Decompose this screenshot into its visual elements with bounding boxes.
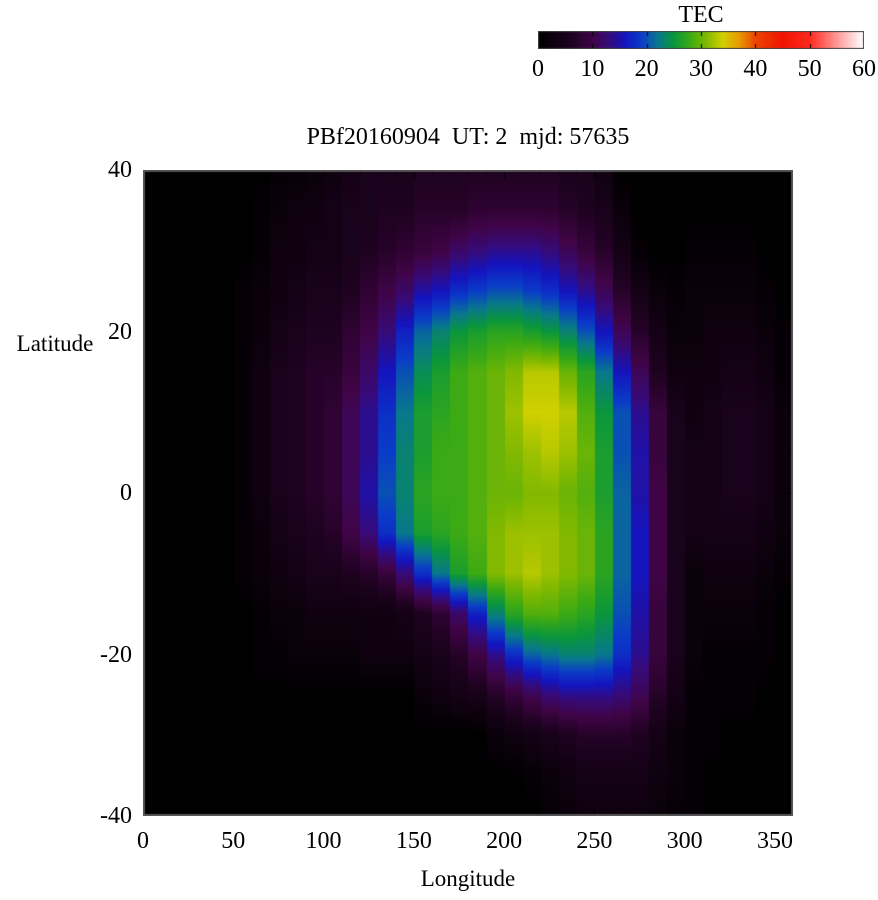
x-tick-label: 150	[395, 828, 432, 854]
x-tick-label: 350	[756, 828, 793, 854]
x-tick-label: 250	[576, 828, 613, 854]
heatmap-canvas	[143, 170, 793, 816]
y-tick-label: -40	[100, 803, 132, 829]
x-axis-label: Longitude	[420, 866, 516, 891]
y-tick-label: -20	[100, 641, 132, 668]
colorbar-title: TEC	[678, 2, 724, 28]
plot-title: PBf20160904 UT: 2 mjd: 57635	[306, 124, 630, 150]
x-tick-label: 50	[221, 828, 246, 854]
colorbar-tick-label: 40	[743, 56, 768, 82]
colorbar-tick-label: 20	[634, 56, 659, 82]
colorbar-gradient	[538, 31, 864, 49]
x-tick-label: 0	[137, 828, 149, 854]
colorbar-tick-label: 50	[797, 56, 822, 82]
y-tick-label: 20	[108, 318, 132, 345]
x-tick-label: 300	[666, 828, 703, 854]
colorbar-tick-label: 0	[532, 56, 544, 82]
x-tick-label: 200	[486, 828, 523, 854]
colorbar-tick-label: 30	[689, 56, 713, 82]
colorbar-tick-label: 60	[852, 56, 876, 82]
x-tick-label: 100	[305, 828, 342, 854]
y-axis-label: Latitude	[16, 331, 94, 356]
y-tick-label: 0	[120, 480, 132, 506]
y-tick-label: 40	[108, 157, 132, 183]
colorbar-tick-label: 10	[580, 56, 605, 82]
